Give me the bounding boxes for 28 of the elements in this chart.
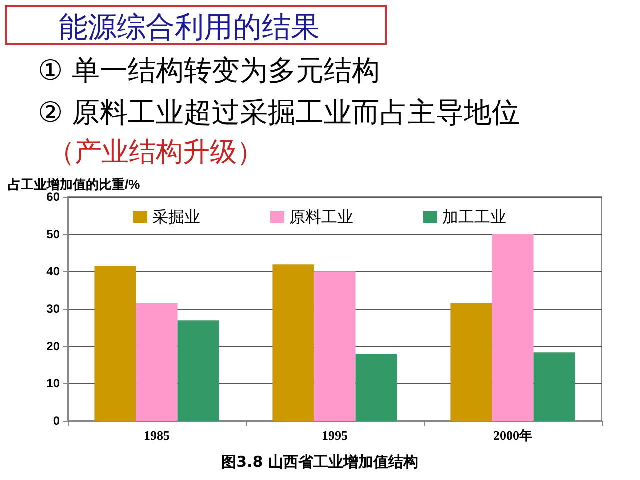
bar [450, 303, 492, 421]
y-tick-label: 10 [46, 376, 60, 391]
bar [492, 234, 534, 421]
text: ② 原料工业超过采掘工业而占主导地位 [38, 95, 520, 131]
bar [94, 266, 136, 421]
caption: 图3.8 山西省工业增加值结构 [220, 453, 420, 472]
y-tick-label: 30 [46, 302, 60, 316]
bar [272, 264, 314, 421]
text: （产业结构升级） [48, 136, 264, 170]
bar [356, 354, 398, 421]
y-tick-label: 0 [53, 414, 60, 428]
y-tick-label: 40 [46, 264, 60, 279]
x-tick-label: 1985 [144, 428, 170, 443]
y-tick-label: 50 [46, 227, 60, 242]
chart-title: 能源综合利用的结果 [5, 5, 387, 45]
y-tick-label: 20 [46, 339, 60, 354]
legend-label: 原料工业 [290, 208, 354, 226]
bar [178, 320, 220, 421]
x-tick-label: 1995 [322, 428, 348, 443]
y-tick-label: 60 [46, 190, 60, 204]
legend-label: 加工工业 [442, 208, 506, 226]
x-tick-label: 2000年 [494, 428, 532, 443]
bar [534, 352, 576, 421]
bar [314, 272, 356, 421]
bar [136, 303, 178, 421]
y-axis-title: 占工业增加值的比重/% [8, 177, 141, 192]
text: ① 单一结构转变为多元结构 [38, 53, 380, 89]
legend-label: 采掘业 [152, 208, 200, 226]
